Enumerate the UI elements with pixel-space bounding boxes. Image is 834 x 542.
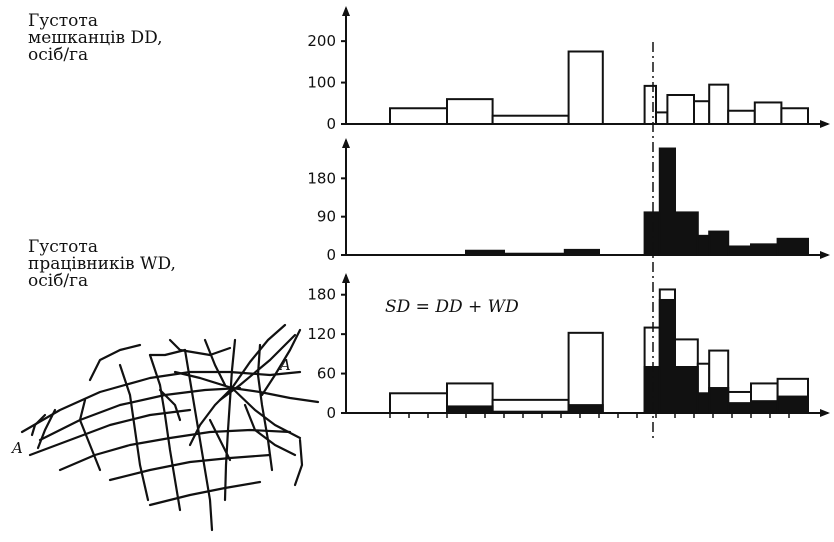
y-tick-label: 0 <box>326 246 336 264</box>
y-axis-arrow <box>342 273 350 283</box>
bar-workers <box>491 410 570 414</box>
bar-wd <box>643 211 661 257</box>
y-axis-arrow <box>342 6 350 16</box>
bar-wd <box>750 243 779 257</box>
bar-total <box>389 392 448 414</box>
chart-panel-dd: 0 100 200 <box>307 6 830 133</box>
bar-wd <box>465 249 505 256</box>
bar-dd <box>446 98 494 126</box>
bar-dd <box>491 114 570 126</box>
bar-workers <box>750 400 779 414</box>
bar-workers <box>643 366 661 414</box>
x-axis-arrow <box>820 120 830 128</box>
bar-dd <box>780 107 810 125</box>
bar-dd <box>753 101 783 126</box>
bar-workers <box>708 387 730 414</box>
map-label-left: A <box>10 439 23 457</box>
bar-workers <box>727 402 753 414</box>
bar-wd <box>563 248 600 256</box>
bar-workers <box>776 395 809 415</box>
chart-panel-wd: 0 90 180 <box>307 138 830 264</box>
x-axis-arrow <box>820 409 830 417</box>
bar-wd <box>674 211 699 257</box>
bar-total <box>567 331 604 415</box>
wd-label-line3: осіб/га <box>28 271 89 291</box>
street-map <box>20 323 320 532</box>
bar-wd <box>708 230 730 257</box>
bar-workers <box>674 366 699 414</box>
y-tick-label: 0 <box>326 404 336 422</box>
y-tick-label: 180 <box>307 286 336 304</box>
bar-dd <box>727 109 756 126</box>
y-tick-label: 90 <box>317 208 336 226</box>
y-axis-arrow <box>342 138 350 148</box>
bar-dd <box>666 94 696 125</box>
dd-axis-label: Густота мешканців DD, осіб/га <box>28 13 163 64</box>
bar-dd <box>655 111 669 126</box>
bar-wd <box>696 234 711 256</box>
bar-dd <box>567 50 604 125</box>
x-axis-arrow <box>820 251 830 259</box>
y-tick-label: 120 <box>307 325 336 343</box>
wd-label-line2: працівників WD, <box>28 254 176 274</box>
charts-group: 0 100 200 0 90 180 0 60 120 180 <box>307 6 830 440</box>
dd-label-line1: Густота <box>28 11 98 31</box>
formula-label: SD = DD + WD <box>385 297 519 317</box>
y-tick-label: 200 <box>307 32 336 50</box>
bar-workers <box>696 392 711 414</box>
wd-axis-label: Густота працівників WD, осіб/га <box>28 239 176 290</box>
bar-workers <box>446 405 494 414</box>
map-label-right: A <box>278 356 291 374</box>
bar-wd <box>658 147 676 257</box>
bar-wd <box>503 252 566 257</box>
bar-workers <box>567 404 604 415</box>
y-tick-label: 180 <box>307 169 336 187</box>
y-tick-label: 100 <box>307 74 336 92</box>
bar-dd <box>708 83 730 126</box>
wd-label-line1: Густота <box>28 237 98 257</box>
chart-panel-sd: 0 60 120 180 <box>307 273 830 422</box>
dd-label-line3: осіб/га <box>28 45 89 65</box>
bar-workers <box>658 298 676 415</box>
bar-wd <box>776 237 809 257</box>
bar-wd <box>727 245 753 256</box>
dd-label-line2: мешканців DD, <box>28 28 163 48</box>
y-tick-label: 0 <box>326 115 336 133</box>
bar-dd <box>693 100 711 126</box>
y-tick-label: 60 <box>317 365 336 383</box>
bar-dd <box>389 107 448 125</box>
bar-dd <box>643 84 657 125</box>
